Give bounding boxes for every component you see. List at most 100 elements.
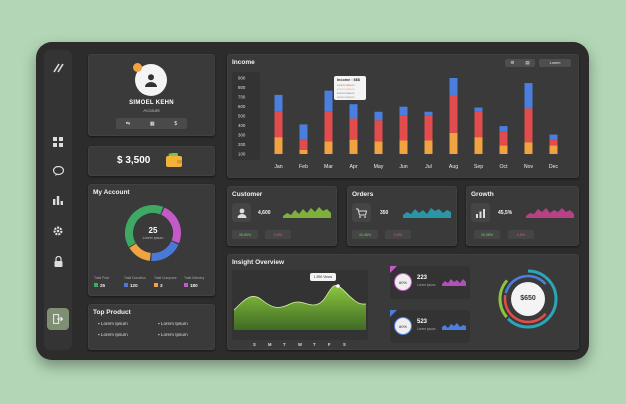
account-donut-chart <box>125 205 181 261</box>
card-corner-accent <box>390 266 397 273</box>
income-title: Income <box>232 59 255 66</box>
logout-icon <box>53 314 63 324</box>
insight-card-1: 80% 223 Lorem ipsum <box>390 266 470 299</box>
dashboard-icon[interactable] <box>50 134 66 150</box>
logo-icon[interactable] <box>50 60 66 76</box>
income-bar-segment <box>324 141 333 154</box>
legend-value: 3 <box>154 283 163 288</box>
dollar-icon[interactable]: $ <box>174 120 178 127</box>
dashboard-frame: SIMOEL KEHN Account ⇆ ▦ $ $ 3,500 My Acc… <box>36 42 589 360</box>
transfer-icon[interactable]: ⇆ <box>125 120 131 127</box>
income-bar-segment <box>424 140 433 154</box>
product-item[interactable]: ▪ Lorem Ipsum <box>158 321 188 326</box>
income-bar-segment <box>449 78 458 95</box>
legend-label: Total Donation <box>124 276 146 280</box>
status-dot <box>133 63 142 72</box>
logout-button[interactable] <box>47 308 69 330</box>
card-2-sparkline <box>442 323 466 330</box>
y-tick-label: 600 <box>238 104 246 109</box>
income-bar-segment <box>349 118 358 140</box>
y-tick-label: 900 <box>238 76 246 81</box>
income-bar-segment <box>499 145 508 154</box>
income-bar-segment <box>374 111 383 121</box>
top-product-title: Top Product <box>93 309 131 316</box>
settings-button[interactable]: ⚙ <box>510 60 515 65</box>
lock-icon[interactable] <box>50 253 66 269</box>
income-bar-segment <box>274 137 283 154</box>
income-bar-segment <box>499 126 508 132</box>
chat-icon[interactable] <box>50 163 66 179</box>
y-tick-label: 300 <box>238 133 246 138</box>
day-label: S <box>343 342 346 347</box>
income-bar-segment <box>524 83 533 109</box>
card-1-value: 223 <box>417 275 428 281</box>
customer-value: 4,600 <box>258 210 271 216</box>
my-account-card: My Account 25 Lorem ipsum Total Post 25 To… <box>88 184 215 296</box>
income-bar-segment <box>274 94 283 112</box>
day-label: W <box>298 342 302 347</box>
legend-value: 180 <box>184 283 198 288</box>
x-tick-label: Aug <box>449 164 458 170</box>
orders-value: 350 <box>380 210 389 216</box>
customer-icon <box>232 203 251 222</box>
day-label: M <box>268 342 272 347</box>
income-bar-segment <box>274 111 283 138</box>
growth-icon <box>471 203 490 222</box>
y-tick-label: 200 <box>238 142 246 147</box>
customer-sparkline <box>283 207 331 218</box>
filter-button[interactable]: ▤ <box>525 60 530 65</box>
tooltip-title: Income : $$$ <box>337 78 361 82</box>
growth-card: Growth 45,5% 40,08% 0,8% <box>466 186 579 246</box>
y-axis-panel <box>232 72 260 160</box>
product-item[interactable]: ▪ Lorem Ipsum <box>158 332 188 337</box>
x-tick-label: Sep <box>474 164 483 170</box>
y-tick-label: 700 <box>238 95 246 100</box>
x-tick-label: Dec <box>549 164 559 170</box>
profile-name: SIMOEL KEHN <box>129 100 174 106</box>
x-tick-label: Jul <box>425 164 432 170</box>
income-bar-segment <box>549 139 558 146</box>
orders-up-badge: 40,08% <box>352 230 378 239</box>
income-bar-segment <box>474 111 483 138</box>
growth-value: 45,5% <box>498 210 513 216</box>
day-label: T <box>313 342 316 347</box>
x-tick-label: Oct <box>499 164 508 170</box>
insight-tooltip: 1.890 Views <box>310 273 336 281</box>
product-item[interactable]: ▪ Lorem Ipsum <box>98 321 128 326</box>
gear-icon[interactable] <box>50 223 66 239</box>
income-bar-segment <box>474 107 483 112</box>
legend-label: Total Post <box>94 276 109 280</box>
card-2-value: 523 <box>417 319 428 325</box>
orders-sparkline <box>403 208 451 218</box>
growth-title: Growth <box>471 191 494 198</box>
tooltip-line: Lorem ipsum <box>337 87 355 91</box>
product-item[interactable]: ▪ Lorem Ipsum <box>98 332 128 337</box>
income-range-button[interactable]: Lorem <box>539 59 571 67</box>
legend-value: 25 <box>94 283 105 288</box>
growth-up-badge: 40,08% <box>474 230 500 239</box>
x-tick-label: Apr <box>349 164 357 170</box>
income-bar-segment <box>299 124 308 140</box>
income-bar-chart: 900 800 700 600 500 400 300 200 100 Jan Feb Mar Apr M… <box>232 72 559 170</box>
range-label: Lorem <box>549 61 561 65</box>
donut-segment <box>125 205 181 261</box>
card-2-badge: 80% <box>394 317 412 335</box>
insight-overview-card: Insight Overview 1.890 Views S M T W T F S 80%… <box>227 254 579 350</box>
card-corner-accent <box>390 310 397 317</box>
x-tick-label: Nov <box>524 164 534 170</box>
total-ring-chart <box>498 269 558 329</box>
orders-title: Orders <box>352 191 374 198</box>
y-tick-label: 400 <box>238 123 246 128</box>
income-bar-segment <box>399 140 408 154</box>
card-icon[interactable]: ▦ <box>149 120 155 127</box>
tooltip-line: Lorem ipsum <box>337 91 355 95</box>
insight-title: Insight Overview <box>232 259 285 266</box>
growth-down-badge: 0,8% <box>508 230 534 239</box>
chart-icon[interactable] <box>50 192 66 208</box>
customer-title: Customer <box>232 191 263 198</box>
orders-down-badge: 0,8% <box>385 230 411 239</box>
income-bar-segment <box>374 120 383 142</box>
income-bar-segment <box>524 108 533 143</box>
avatar[interactable] <box>133 63 167 96</box>
y-tick-label: 100 <box>238 152 246 157</box>
